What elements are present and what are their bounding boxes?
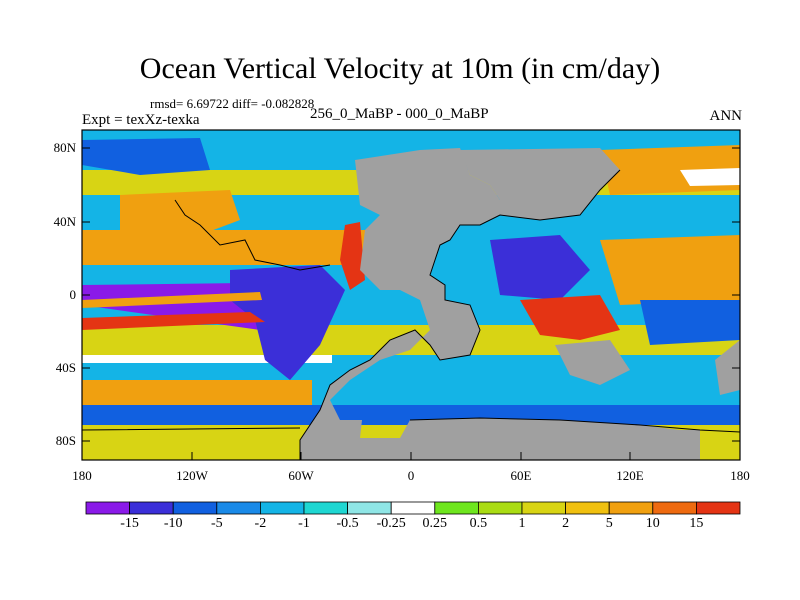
- colorbar: [85, 501, 741, 515]
- field-band: [82, 405, 740, 425]
- field-patch: [120, 190, 240, 235]
- field-band: [82, 355, 332, 363]
- colorbar-swatch: [347, 501, 392, 515]
- map-field: [82, 130, 740, 460]
- colorbar-swatch: [477, 501, 523, 515]
- field-band: [82, 230, 382, 265]
- coastline: [82, 417, 740, 433]
- field-patch: [340, 222, 365, 290]
- colorbar-label: 5: [605, 516, 613, 531]
- y-tick-label: 0: [69, 287, 77, 302]
- field-patch: [82, 138, 210, 175]
- x-tick-label: 0: [407, 468, 415, 483]
- x-tick-label: 60W: [288, 468, 314, 483]
- colorbar-label: -2: [254, 516, 267, 531]
- colorbar-label: -5: [210, 516, 223, 531]
- colorbar-label: -10: [163, 516, 183, 531]
- colorbar-swatch: [390, 501, 436, 515]
- field-patch: [520, 295, 620, 340]
- coastline: [174, 199, 331, 271]
- field-patch: [490, 235, 590, 300]
- colorbar-swatch: [652, 501, 697, 515]
- colorbar-label: 2: [562, 516, 570, 531]
- y-tick-label: 80N: [53, 140, 76, 155]
- coastline: [299, 169, 621, 460]
- colorbar-label: 15: [689, 516, 704, 531]
- x-tick-marks: [81, 452, 741, 460]
- colorbar-swatch: [608, 501, 654, 515]
- land-mass: [460, 148, 620, 220]
- experiment-label: Expt = texXz-texka: [82, 112, 200, 128]
- field-patch: [600, 235, 740, 305]
- field-patch: [82, 292, 262, 308]
- colorbar-swatch: [565, 501, 610, 515]
- colorbar-swatch: [172, 501, 218, 515]
- colorbar-swatch: [303, 501, 348, 515]
- season-label: ANN: [709, 108, 743, 124]
- y-tick-label: 40N: [53, 214, 76, 229]
- land-mass: [715, 340, 740, 395]
- land-mass: [555, 340, 630, 385]
- x-tick-label: 180: [730, 468, 750, 483]
- subtitle-label: 256_0_MaBP - 000_0_MaBP: [310, 106, 489, 122]
- colorbar-label: -0.5: [336, 516, 359, 531]
- land-mass: [300, 148, 700, 460]
- colorbar-swatch: [434, 501, 479, 515]
- x-tick-label: 60E: [510, 468, 532, 483]
- colorbar-label: -15: [120, 516, 139, 531]
- colorbar-label: 10: [645, 516, 660, 531]
- colorbar-label: 0.5: [469, 516, 488, 531]
- x-tick-label: 120E: [616, 468, 644, 483]
- colorbar-swatch: [259, 501, 305, 515]
- colorbar-label: -1: [298, 516, 310, 531]
- field-patch: [680, 168, 740, 186]
- colorbar-swatch: [696, 501, 741, 515]
- colorbar-label: 0.25: [422, 516, 448, 531]
- y-tick-marks: [82, 147, 740, 442]
- colorbar-swatch: [129, 501, 174, 515]
- colorbar-label: 1: [518, 516, 526, 531]
- y-tick-label: 40S: [55, 360, 76, 375]
- field-patch: [82, 312, 265, 330]
- y-tick-label: 80S: [55, 433, 76, 448]
- field-patch: [640, 300, 740, 345]
- colorbar-swatch: [521, 501, 566, 515]
- colorbar-label: -0.25: [376, 516, 406, 531]
- x-tick-label: 120W: [176, 468, 208, 483]
- colorbar-swatch: [85, 501, 130, 515]
- chart-title: Ocean Vertical Velocity at 10m (in cm/da…: [139, 52, 661, 85]
- stats-label: rmsd= 6.69722 diff= -0.082828: [150, 96, 315, 111]
- x-tick-label: 180: [72, 468, 92, 483]
- colorbar-swatch: [216, 501, 261, 515]
- field-band: [82, 380, 312, 405]
